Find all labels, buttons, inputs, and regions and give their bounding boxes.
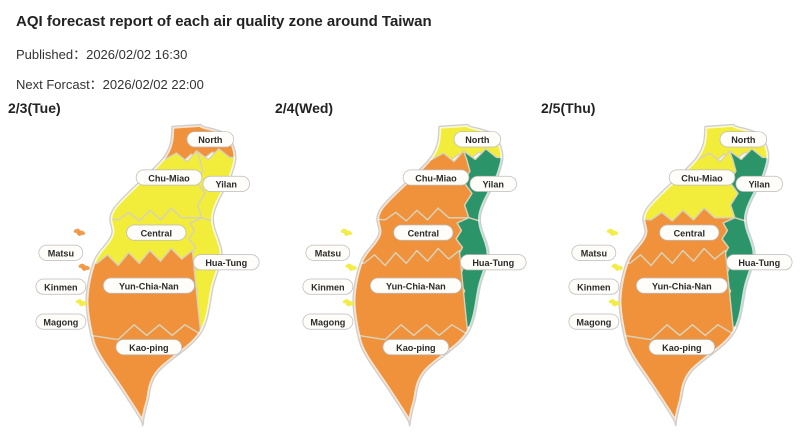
svg-text:Chu-Miao: Chu-Miao [148,173,190,183]
svg-text:North: North [731,135,755,145]
svg-text:Kinmen: Kinmen [44,282,77,292]
svg-text:Magong: Magong [43,317,78,327]
svg-text:Kao-ping: Kao-ping [662,343,701,353]
svg-text:Yilan: Yilan [749,180,770,190]
svg-text:Matsu: Matsu [581,249,607,259]
svg-text:Yun-Chia-Nan: Yun-Chia-Nan [386,281,446,291]
svg-text:North: North [198,135,222,145]
svg-text:Kao-ping: Kao-ping [129,343,168,353]
svg-text:Yilan: Yilan [483,180,504,190]
svg-text:Yun-Chia-Nan: Yun-Chia-Nan [119,281,179,291]
svg-text:Kinmen: Kinmen [577,282,610,292]
svg-text:Magong: Magong [310,317,345,327]
svg-text:Chu-Miao: Chu-Miao [681,173,723,183]
svg-text:Matsu: Matsu [315,249,341,259]
svg-text:Kao-ping: Kao-ping [396,343,435,353]
svg-text:Central: Central [141,228,172,238]
svg-text:Yun-Chia-Nan: Yun-Chia-Nan [652,281,712,291]
svg-text:Magong: Magong [576,317,611,327]
svg-text:Chu-Miao: Chu-Miao [415,173,457,183]
svg-text:Central: Central [408,228,439,238]
svg-text:Hua-Tung: Hua-Tung [205,258,247,268]
svg-text:Central: Central [674,228,705,238]
svg-text:North: North [465,135,489,145]
svg-text:Yilan: Yilan [216,180,237,190]
svg-text:Matsu: Matsu [48,249,74,259]
svg-text:Hua-Tung: Hua-Tung [738,258,780,268]
svg-text:Kinmen: Kinmen [311,282,344,292]
svg-text:Hua-Tung: Hua-Tung [472,258,514,268]
